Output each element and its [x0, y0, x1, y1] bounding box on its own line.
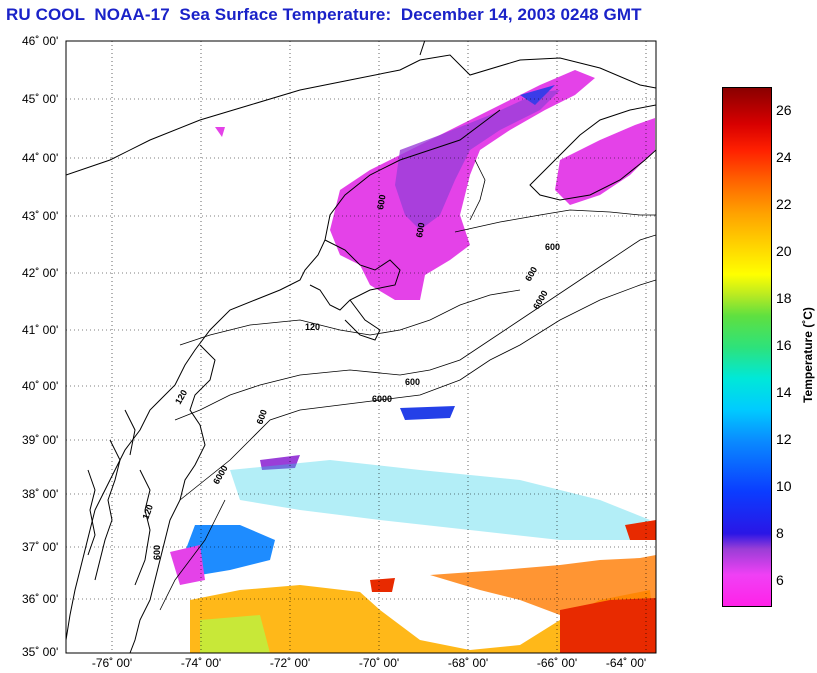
- lat-label-44: 44˚ 00': [22, 151, 59, 165]
- warm-eddy: [370, 578, 395, 592]
- bay-of-fundy-sst: [520, 85, 555, 105]
- colorbar-label: Temperature (˚C): [801, 307, 815, 403]
- lat-label-40: 40˚ 00': [22, 379, 59, 393]
- colorbar-tick-16: 16: [776, 337, 792, 353]
- lon-label-70: -70˚ 00': [358, 656, 400, 670]
- bathy-label-8: 600: [405, 377, 420, 387]
- lat-label-37: 37˚ 00': [22, 540, 59, 554]
- lon-label-68: -68˚ 00': [447, 656, 489, 670]
- colorbar-tick-8: 8: [776, 525, 784, 541]
- chesapeake-plume: [180, 525, 275, 575]
- warm-patch-west: [200, 615, 270, 653]
- lon-label-64: -64˚ 00': [605, 656, 647, 670]
- map-title: RU COOL NOAA-17 Sea Surface Temperature:…: [6, 5, 642, 24]
- gulf-of-maine-sst: [330, 70, 595, 300]
- gulf-stream-sst: [190, 585, 656, 653]
- bathy-label-7: 600: [523, 265, 539, 283]
- lat-label-36: 36˚ 00': [22, 592, 59, 606]
- bathymetry-labels: 120 120 120 600 600 600 600 600 600 600 …: [140, 194, 560, 560]
- colorbar-tick-10: 10: [776, 478, 792, 494]
- lat-label-38: 38˚ 00': [22, 487, 59, 501]
- bathy-label-6: 600: [545, 242, 560, 252]
- lat-label-45: 45˚ 00': [22, 92, 59, 106]
- bathy-label-12: 6000: [531, 289, 550, 311]
- lat-label-35: 35˚ 00': [22, 645, 59, 659]
- bathy-label-5: 600: [414, 222, 426, 239]
- lat-label-42: 42˚ 00': [22, 266, 59, 280]
- colorbar-tick-26: 26: [776, 102, 792, 118]
- bathy-label-2: 120: [173, 388, 189, 406]
- sst-data-layer: [170, 70, 656, 653]
- gulf-of-maine-cool-core: [395, 90, 560, 230]
- lon-label-72: -72˚ 00': [269, 656, 311, 670]
- bathy-label-10: 600: [152, 545, 162, 560]
- gulf-stream-core: [560, 598, 656, 653]
- gulf-stream-north-wall: [430, 555, 656, 615]
- lat-label-43: 43˚ 00': [22, 209, 59, 223]
- coastline: [66, 41, 656, 653]
- map-frame: [65, 40, 657, 654]
- bathy-label-13: 6000: [211, 464, 230, 486]
- bathy-label-1: 120: [305, 322, 320, 332]
- warm-patch-east: [625, 520, 656, 540]
- scotian-shelf-sst: [555, 118, 655, 205]
- bathy-label-4: 600: [375, 194, 387, 211]
- lon-label-66: -66˚ 00': [536, 656, 578, 670]
- lat-label-46: 46˚ 00': [22, 34, 59, 48]
- bathymetry-contours: [159, 159, 656, 611]
- coastal-cold-patch: [170, 545, 205, 585]
- colorbar-tick-14: 14: [776, 384, 792, 400]
- colorbar-tick-20: 20: [776, 243, 792, 259]
- lat-label-41: 41˚ 00': [22, 323, 59, 337]
- colorbar-tick-22: 22: [776, 196, 792, 212]
- colorbar-tick-6: 6: [776, 572, 784, 588]
- scattered-cyan-field: [230, 460, 650, 540]
- bathy-label-11: 6000: [372, 394, 392, 404]
- colorbar-tick-12: 12: [776, 431, 792, 447]
- lat-lon-grid: [66, 41, 656, 653]
- lat-label-39: 39˚ 00': [22, 433, 59, 447]
- colorbar-tick-18: 18: [776, 290, 792, 306]
- bathy-label-9: 600: [254, 408, 269, 426]
- bathy-label-3: 120: [140, 503, 155, 521]
- lon-label-74: -74˚ 00': [180, 656, 222, 670]
- shelf-patch-a: [260, 455, 300, 470]
- temperature-colorbar: [722, 87, 772, 607]
- lake-sst: [215, 127, 225, 137]
- colorbar-tick-24: 24: [776, 149, 792, 165]
- shelf-slope-patch: [400, 406, 455, 420]
- lon-label-76: -76˚ 00': [91, 656, 133, 670]
